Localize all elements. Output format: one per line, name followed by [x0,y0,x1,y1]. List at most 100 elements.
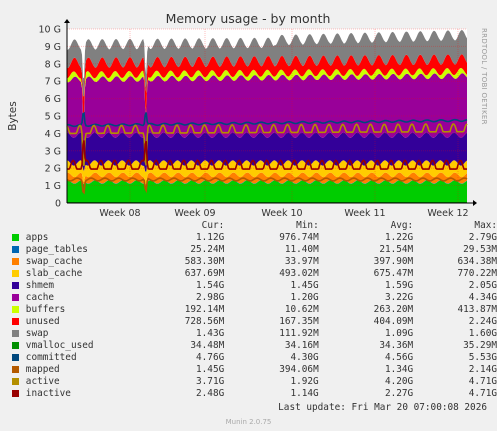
area-swap [67,30,467,97]
y-tick-label: 1 G [45,181,61,192]
legend-row-buffers: buffers 192.14M 10.62M 263.20M 413.87M [10,304,497,316]
legend-avg: 675.47M [373,268,414,279]
x-axis-arrow [473,200,477,206]
legend-max: 2.24G [468,316,497,327]
chart-title: Memory usage - by month [166,11,331,26]
legend-name: committed [25,352,77,363]
legend-min: 10.62M [284,304,319,315]
legend-swatch [12,378,19,385]
legend-name: unused [25,316,60,327]
legend-avg: 1.34G [384,364,414,375]
y-tick-label: 3 G [45,146,61,157]
legend-max: 29.53M [463,244,497,255]
legend-name: cache [25,292,55,303]
legend-cur: 192.14M [184,304,225,315]
legend-min: 1.20G [290,292,319,303]
legend-max: 4.71G [468,388,497,399]
y-tick-label: 7 G [45,77,61,88]
legend-swatch [12,318,19,325]
legend-cur: 1.43G [196,328,225,339]
legend-cur: 1.54G [196,280,225,291]
legend-max: 413.87M [457,304,497,315]
legend-row-unused: unused 728.56M 167.35M 404.09M 2.24G [10,316,497,328]
header-avg: Avg: [390,220,414,231]
legend-min: 34.16M [284,340,319,351]
legend-max: 2.79G [468,232,497,243]
legend-avg: 1.22G [384,232,414,243]
legend-name: apps [25,232,49,243]
y-tick-label: 8 G [45,59,61,70]
legend-max: 5.53G [468,352,497,363]
legend-max: 770.22M [457,268,497,279]
legend-max: 4.34G [468,292,497,303]
legend-row-page-tables: page_tables 25.24M 11.40M 21.54M 29.53M [10,244,497,256]
legend-min: 167.35M [279,316,319,327]
area-apps [67,180,467,203]
legend-swatch [12,270,19,277]
legend-min: 976.74M [279,232,319,243]
y-tick-label: 4 G [45,129,61,140]
y-tick-label: 6 G [45,94,61,105]
legend-cur: 25.24M [190,244,225,255]
legend-avg: 1.09G [384,328,414,339]
legend-min: 1.14G [290,388,319,399]
x-tick-label: Week 08 [99,208,140,219]
legend-swatch [12,306,19,313]
legend-avg: 4.56G [384,352,414,363]
munin-version: Munin 2.0.75 [225,418,272,426]
x-tick-label: Week 09 [174,208,215,219]
legend-table: Cur: Min: Avg: Max: apps 1.12G 976.74M 1.22… [10,220,497,400]
legend-swatch [12,342,19,349]
legend-row-swap-cache: swap_cache 583.30M 33.97M 397.90M 634.38M [10,256,497,268]
x-tick-label: Week 11 [344,208,385,219]
line-active [66,122,468,166]
legend-avg: 21.54M [379,244,414,255]
header-max: Max: [474,220,497,231]
y-tick-label: 10 G [39,25,61,36]
area-shmem [67,132,467,172]
header-min: Min: [296,220,319,231]
legend-row-active: active 3.71G 1.92G 4.20G 4.71G [10,376,497,388]
y-axis-arrow [64,19,70,23]
legend-header-row: Cur: Min: Avg: Max: [10,220,497,232]
rrdtool-watermark: RRDTOOL / TOBI OETIKER [480,28,488,125]
legend-min: 4.30G [290,352,319,363]
legend-row-slab-cache: slab_cache 637.69M 493.02M 675.47M 770.22M [10,268,497,280]
area-buffers [67,68,467,118]
legend-avg: 397.90M [373,256,414,267]
legend-min: 1.92G [290,376,319,387]
legend-min: 394.06M [279,364,319,375]
x-tick-label: Week 10 [261,208,302,219]
legend-swatch [12,282,19,289]
legend-max: 35.29M [463,340,497,351]
area-unused [67,54,467,115]
legend-cur: 1.45G [196,364,225,375]
legend-name: slab_cache [25,268,83,279]
area-cache [67,73,467,146]
legend-row-mapped: mapped 1.45G 394.06M 1.34G 2.14G [10,364,497,376]
legend-min: 33.97M [284,256,319,267]
legend-max: 1.60G [468,328,497,339]
legend-max: 2.14G [468,364,497,375]
legend-swatch [12,354,19,361]
legend-row-cache: cache 2.98G 1.20G 3.22G 4.34G [10,292,497,304]
legend-cur: 2.98G [196,292,225,303]
legend-avg: 3.22G [384,292,414,303]
legend-min: 493.02M [279,268,319,279]
legend-name: shmem [25,280,55,291]
legend-row-shmem: shmem 1.54G 1.45G 1.59G 2.05G [10,280,497,292]
y-tick-label: 2 G [45,164,61,175]
x-tick-label: Week 12 [427,208,468,219]
legend-avg: 2.27G [384,388,414,399]
legend-cur: 637.69M [184,268,225,279]
line-mapped [66,177,468,195]
legend-name: swap [25,328,49,339]
legend-avg: 4.20G [384,376,414,387]
legend-swatch [12,330,19,337]
legend-avg: 1.59G [384,280,414,291]
legend-min: 1.45G [290,280,319,291]
legend-swatch [12,294,19,301]
y-tick-label: 0 [55,199,61,210]
legend-name: mapped [25,364,60,375]
